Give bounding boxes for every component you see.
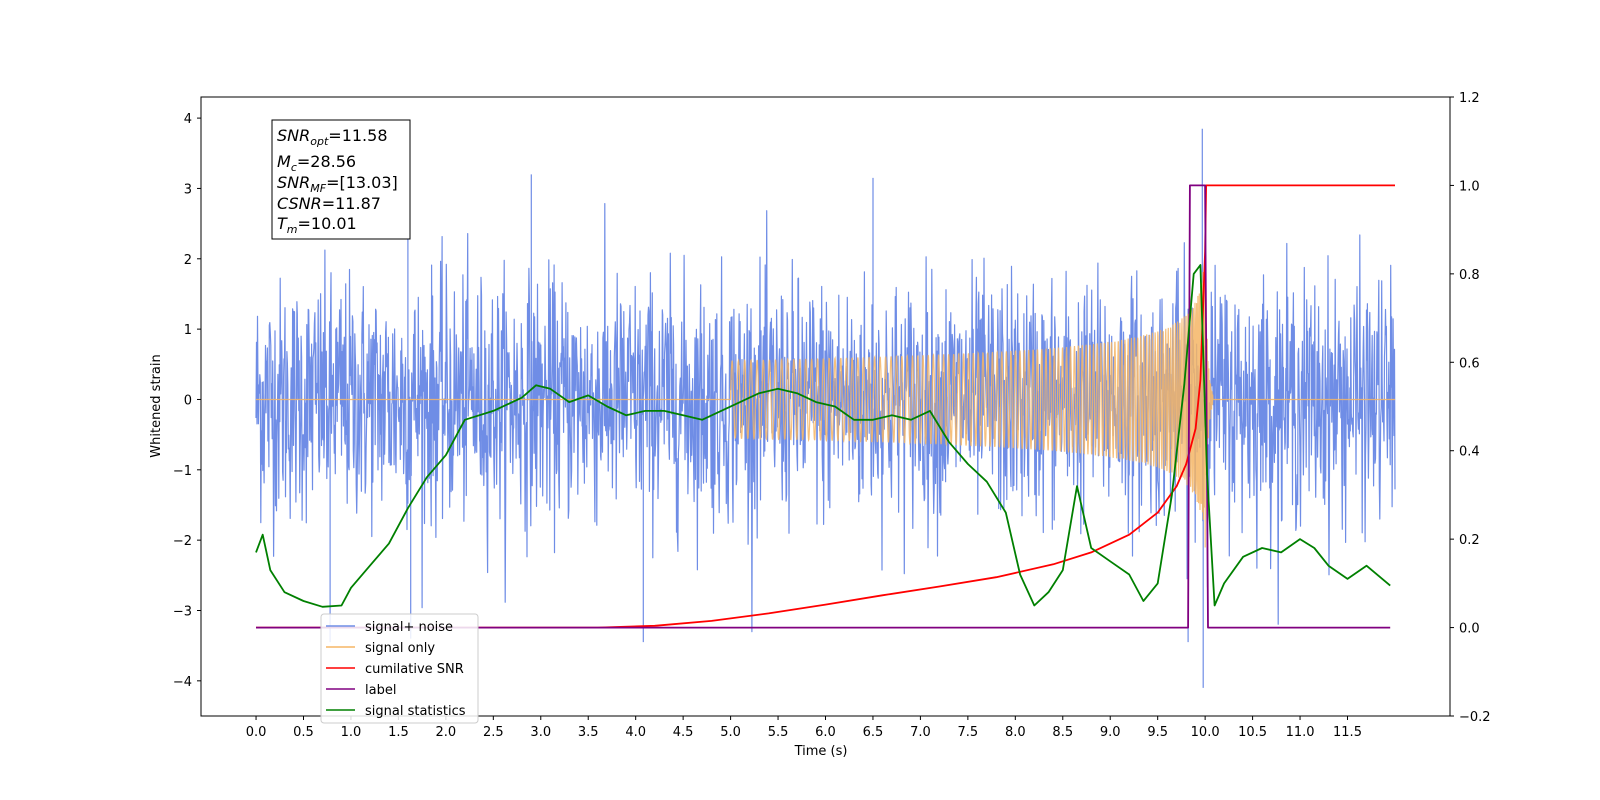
x-tick-label: 8.5 (1052, 725, 1073, 740)
x-tick-label: 9.5 (1147, 725, 1168, 740)
x-tick-label: 1.5 (388, 725, 409, 740)
info-box: SNRopt=11.58 Mc=28.56 SNRMF=[13.03] CSNR… (271, 119, 411, 240)
x-tick-label: 2.0 (436, 725, 457, 740)
x-tick-label: 10.0 (1191, 725, 1220, 740)
y2-tick-label: 0.6 (1459, 356, 1480, 371)
y2-tick-label: 0.0 (1459, 622, 1480, 637)
series-label (256, 184, 1391, 629)
series-cumulative-snr (256, 184, 1395, 629)
x-axis-label: Time (s) (794, 744, 848, 759)
x-tick-label: 10.5 (1238, 725, 1267, 740)
x-tick-label: 5.0 (720, 725, 741, 740)
y2-tick-label: −0.2 (1459, 710, 1491, 725)
x-tick-label: 5.5 (768, 725, 789, 740)
y-tick-label: −2 (173, 534, 192, 549)
y2-tick-label: 0.4 (1459, 445, 1480, 460)
y-tick-label: −4 (173, 675, 192, 690)
y-tick-label: 2 (184, 253, 192, 268)
info-snr-opt: SNRopt=11.58 (277, 126, 388, 148)
y2-tick-label: 1.2 (1459, 91, 1480, 106)
x-tick-label: 3.5 (578, 725, 599, 740)
y2-tick-label: 1.0 (1459, 179, 1480, 194)
legend-label-signal-statistics: signal statistics (365, 704, 466, 719)
x-tick-label: 4.0 (625, 725, 646, 740)
x-tick-label: 3.0 (530, 725, 551, 740)
y-axis-label: Whitened strain (149, 354, 164, 457)
info-csnr: CSNR=11.87 (277, 194, 381, 213)
x-tick-label: 7.5 (958, 725, 979, 740)
legend-label-signal-noise: signal+ noise (365, 620, 453, 635)
legend-label-label: label (365, 683, 396, 698)
x-tick-label: 11.5 (1333, 725, 1362, 740)
y2-tick-label: 0.8 (1459, 268, 1480, 283)
info-snr-mf: SNRMF=[13.03] (277, 173, 398, 195)
x-tick-label: 2.5 (483, 725, 504, 740)
legend-label-cumulative-snr: cumilative SNR (365, 662, 464, 677)
y2-tick-label: 0.2 (1459, 533, 1480, 548)
x-tick-label: 0.0 (246, 725, 267, 740)
info-mc: Mc=28.56 (277, 152, 356, 174)
y-tick-label: 1 (184, 323, 192, 338)
x-tick-label: 11.0 (1286, 725, 1315, 740)
x-tick-label: 6.0 (815, 725, 836, 740)
x-tick-label: 7.0 (910, 725, 931, 740)
y-tick-label: 3 (184, 182, 192, 197)
legend: signal+ noise signal only cumilative SNR… (320, 613, 479, 724)
legend-label-signal-only: signal only (365, 641, 435, 656)
y-tick-label: −3 (173, 604, 192, 619)
series-signal-statistics (255, 264, 1391, 608)
x-tick-label: 9.0 (1100, 725, 1121, 740)
y-tick-label: −1 (173, 464, 192, 479)
x-tick-label: 4.5 (673, 725, 694, 740)
x-tick-label: 0.5 (293, 725, 314, 740)
y-tick-label: 0 (184, 393, 192, 408)
x-tick-label: 1.0 (341, 725, 362, 740)
x-tick-label: 6.5 (863, 725, 884, 740)
x-tick-label: 8.0 (1005, 725, 1026, 740)
info-tm: Tm=10.01 (277, 214, 357, 236)
series-signal-only (256, 271, 1395, 548)
y-tick-label: 4 (184, 112, 192, 127)
